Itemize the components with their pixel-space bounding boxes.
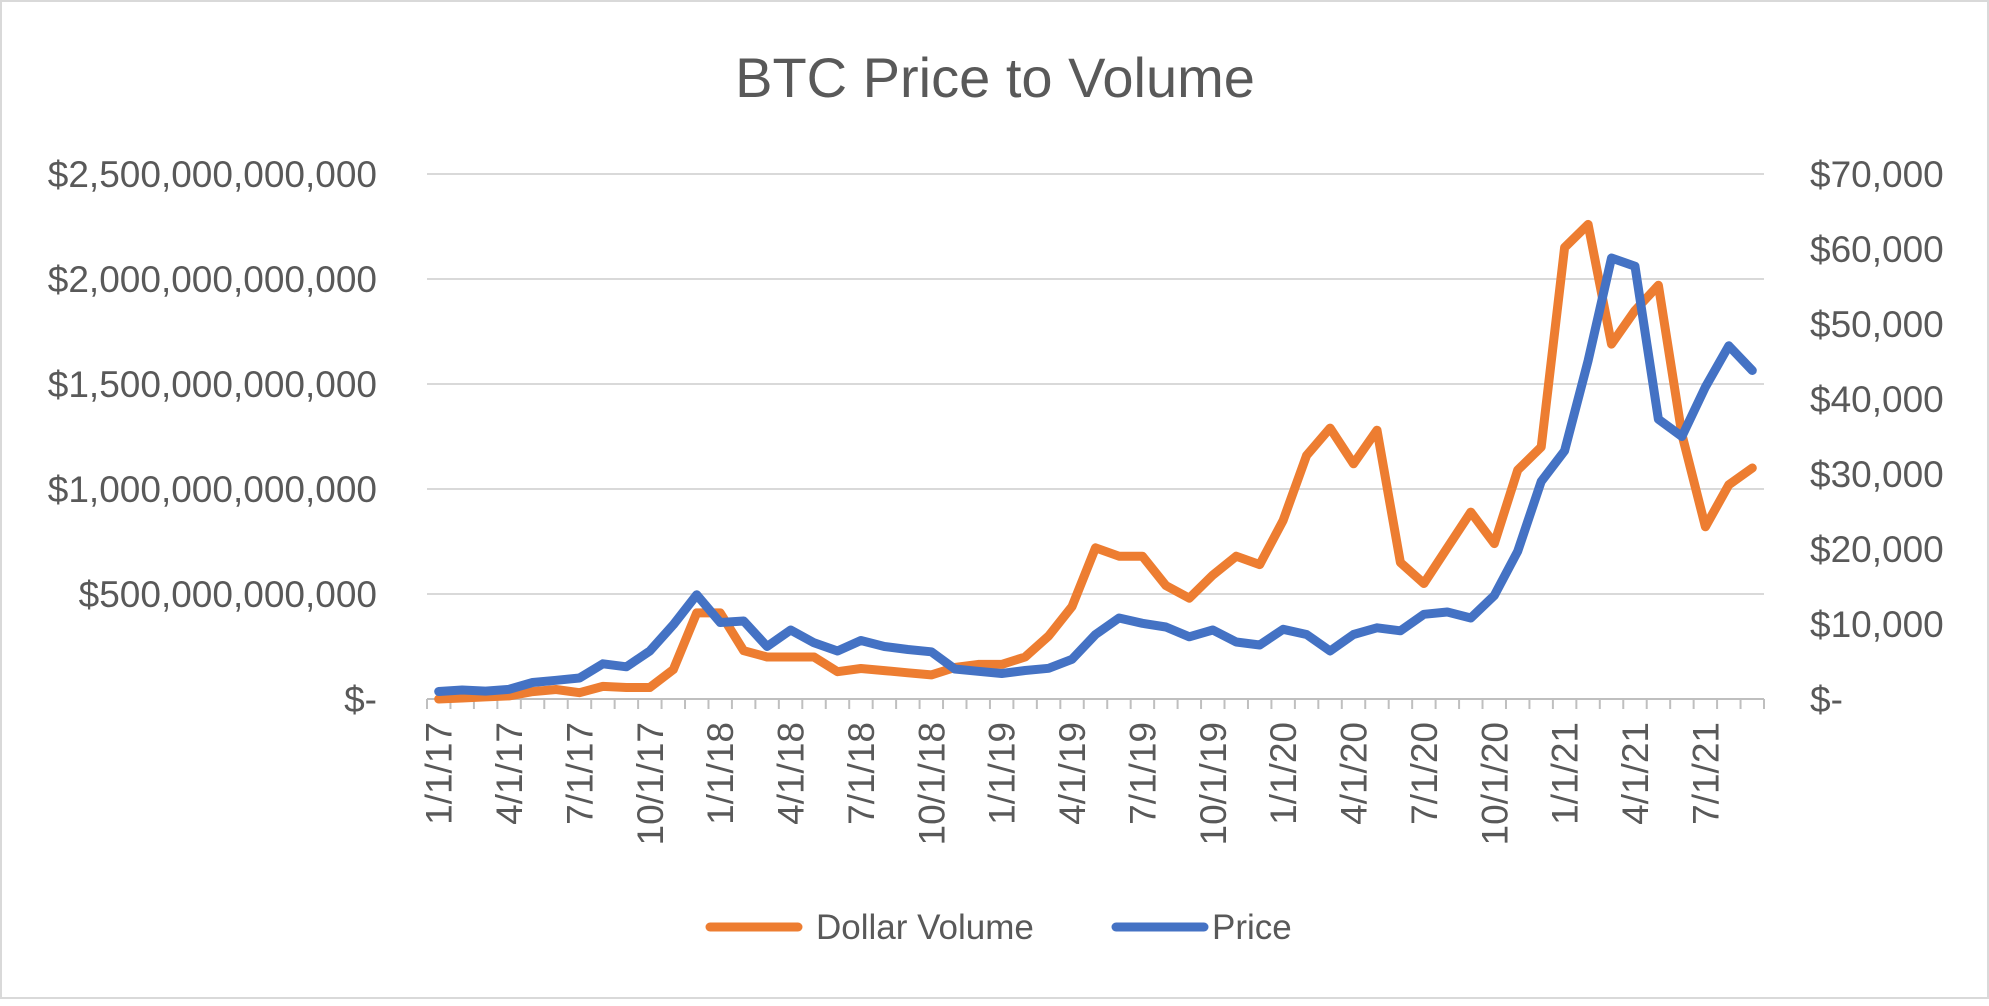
series-line-dollar-volume [434,219,1757,704]
y2-tick-label: $50,000 [1810,304,1944,345]
x-tick-label: 4/1/19 [1052,722,1093,825]
x-tick-label: 7/1/20 [1404,722,1445,825]
legend: Dollar Volume Price [705,908,1292,947]
x-tick-label: 10/1/20 [1474,722,1515,845]
x-tick-label: 7/1/18 [841,722,882,825]
y2-tick-label: $60,000 [1810,229,1944,270]
x-tick-label: 10/1/18 [911,722,952,845]
x-tick-label: 7/1/17 [559,722,600,825]
y-tick-label: $- [344,679,377,720]
legend-label-dollar-volume: Dollar Volume [816,908,1034,947]
x-tick-label: 7/1/21 [1685,722,1726,825]
x-axis-ticks: 1/1/17 4/1/17 7/1/17 10/1/17 1/1/18 4/1/18 7/1… [419,699,1765,845]
x-tick-label: 1/1/19 [982,722,1023,825]
legend-label-price: Price [1212,908,1292,947]
y2-tick-label: $70,000 [1810,154,1944,195]
y2-tick-label: $- [1810,679,1843,720]
x-tick-label: 7/1/19 [1122,722,1163,825]
x-tick-label: 1/1/18 [700,722,741,825]
x-tick-label: 4/1/18 [771,722,812,825]
y-axis-right-ticks: $- $10,000 $20,000 $30,000 $40,000 $50,000 $60… [1810,154,1944,720]
x-tick-label: 1/1/21 [1545,722,1586,825]
series-line-price [434,253,1757,696]
x-tick-label: 4/1/21 [1615,722,1656,825]
y-tick-label: $2,000,000,000,000 [48,259,377,300]
chart-title: BTC Price to Volume [735,46,1255,109]
x-tick-label: 4/1/17 [489,722,530,825]
y-tick-label: $500,000,000,000 [79,574,377,615]
x-tick-label: 1/1/17 [419,722,460,825]
y2-tick-label: $10,000 [1810,604,1944,645]
y-tick-label: $1,500,000,000,000 [48,364,377,405]
plot-lines [434,219,1757,704]
x-tick-label: 1/1/20 [1263,722,1304,825]
y-tick-label: $2,500,000,000,000 [48,154,377,195]
y2-tick-label: $20,000 [1810,529,1944,570]
gridlines [427,173,1764,700]
x-tick-label: 10/1/17 [630,722,671,845]
y2-tick-label: $40,000 [1810,379,1944,420]
y-axis-left-ticks: $- $500,000,000,000 $1,000,000,000,000 $1,5… [48,154,377,720]
x-tick-label: 10/1/19 [1193,722,1234,845]
y-tick-label: $1,000,000,000,000 [48,469,377,510]
y2-tick-label: $30,000 [1810,454,1944,495]
x-tick-label: 4/1/20 [1334,722,1375,825]
